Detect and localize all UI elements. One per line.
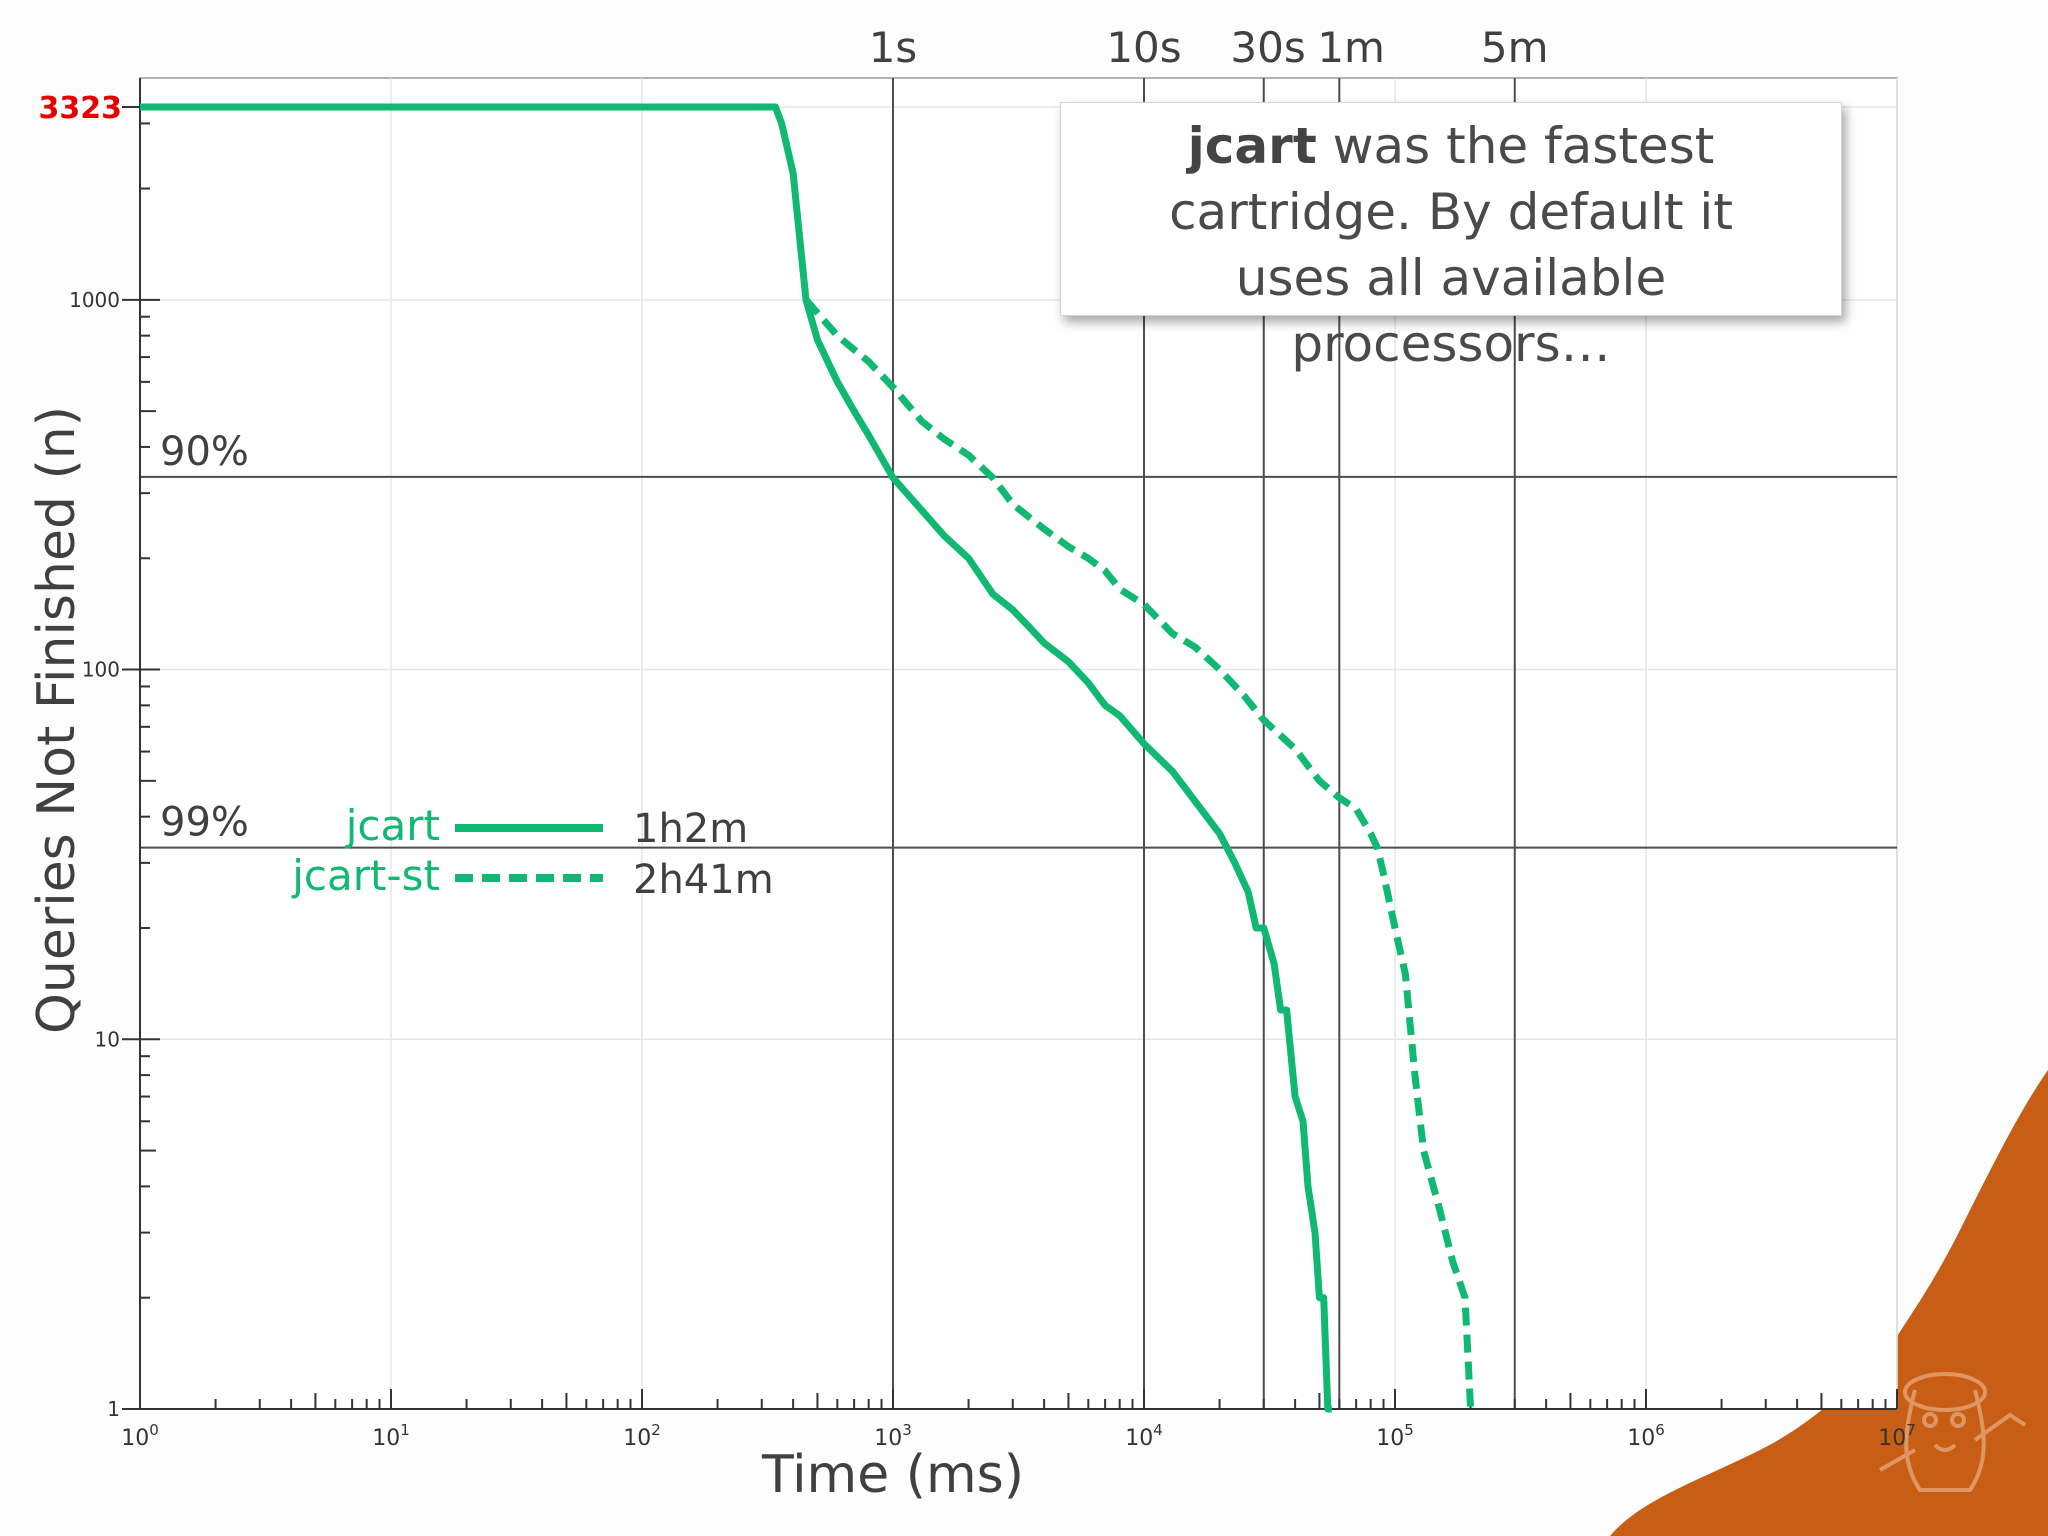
y-top-label: 3323 (39, 91, 123, 126)
time-marker-label: 30s (1230, 23, 1305, 72)
cartoon-mascot-icon (1879, 1372, 2027, 1492)
x-tick-label: 106 (1627, 1421, 1665, 1451)
x-tick-label: 105 (1376, 1421, 1414, 1451)
x-tick-exponent: 6 (1655, 1421, 1665, 1439)
time-marker-label: 1m (1317, 23, 1385, 72)
x-tick-exponent: 4 (1153, 1421, 1163, 1439)
percent-label: 99% (160, 800, 249, 846)
callout-line-3: uses all available processors… (1235, 249, 1667, 373)
y-tick-label: 1 (107, 1397, 120, 1421)
y-tick-label: 1000 (69, 288, 120, 312)
callout-line-1-rest: was the fastest (1316, 117, 1715, 175)
x-tick-label: 100 (121, 1421, 159, 1451)
x-tick-exponent: 2 (651, 1421, 661, 1439)
time-marker-label: 1s (869, 23, 918, 72)
x-tick-exponent: 7 (1906, 1421, 1916, 1439)
y-tick-label: 100 (82, 658, 120, 682)
x-tick-exponent: 3 (902, 1421, 912, 1439)
x-tick-label: 104 (1125, 1421, 1163, 1451)
series-line-jcart-st (803, 297, 1476, 1413)
time-marker-label: 10s (1106, 23, 1181, 72)
legend-time-jcart-st: 2h41m (633, 857, 774, 903)
legend-label-jcart: jcart (345, 801, 440, 850)
y-tick-label: 10 (95, 1027, 120, 1051)
y-axis-title: Queries Not Finished (n) (27, 406, 87, 1034)
x-tick-label: 102 (623, 1421, 661, 1451)
x-tick-exponent: 0 (149, 1421, 159, 1439)
percent-label: 90% (160, 429, 249, 475)
legend-time-jcart: 1h2m (633, 806, 748, 852)
legend-label-jcart-st: jcart-st (291, 851, 440, 900)
orange-decoration (1895, 1070, 2048, 1536)
callout-line-2: cartridge. By default it (1169, 183, 1733, 241)
x-tick-label: 101 (372, 1421, 410, 1451)
orange-decoration-lower (1610, 1330, 1895, 1536)
legend: jcart 1h2m jcart-st 2h41m (291, 801, 773, 903)
callout-line-1: jcart was the fastest (1075, 113, 1827, 179)
series-line-jcart (140, 103, 1332, 1413)
series-layer (140, 103, 1476, 1413)
x-axis-title: Time (ms) (761, 1445, 1024, 1505)
annotation-callout: jcart was the fastest cartridge. By defa… (1060, 102, 1842, 373)
callout-bold: jcart (1187, 117, 1317, 175)
x-tick-exponent: 1 (400, 1421, 410, 1439)
percent-lines: 90% 99% (140, 429, 1897, 849)
x-tick-exponent: 5 (1404, 1421, 1414, 1439)
time-marker-label: 5m (1481, 23, 1549, 72)
